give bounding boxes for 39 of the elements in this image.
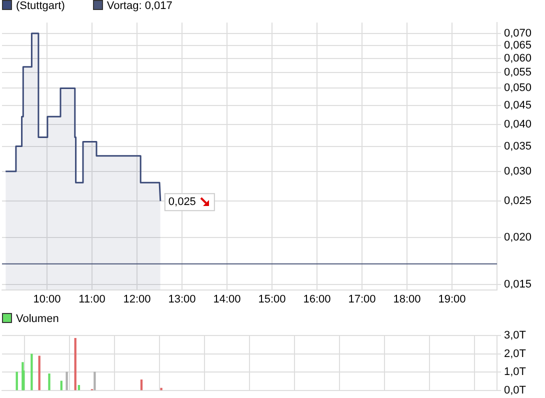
y-tick-label: 0,025 (504, 195, 532, 208)
y-tick-label: 0,060 (504, 52, 532, 65)
x-tick-label: 19:00 (438, 293, 466, 306)
y-tick-label: 0,050 (504, 82, 532, 94)
bar (48, 373, 50, 390)
y-tick-label: 0,045 (504, 99, 532, 112)
y-tick-label: 0,015 (504, 278, 532, 290)
x-tick-label: 11:00 (78, 293, 106, 306)
x-tick-label: 12:00 (123, 293, 151, 306)
bar (16, 372, 18, 390)
y-tick-label: 3,0T (504, 330, 526, 342)
legend-label: Vortag: 0,017 (106, 0, 172, 13)
y-tick-label: 0,030 (504, 165, 532, 178)
y-tick-label: 2,0T (504, 348, 526, 360)
bar (30, 354, 33, 390)
bar (160, 388, 162, 390)
bar (38, 356, 40, 390)
bar (94, 372, 96, 390)
x-tick-label: 17:00 (348, 293, 376, 306)
x-tick-label: 16:00 (303, 293, 331, 306)
y-tick-label: 0,0T (504, 384, 526, 396)
y-tick-label: 1,0T (504, 366, 526, 378)
legend-label: (Stuttgart) (15, 0, 65, 13)
annotation: 0,025 (168, 196, 196, 208)
y-tick-label: 0,040 (504, 118, 532, 131)
y-tick-label: 0,055 (504, 66, 532, 79)
bar (66, 372, 68, 390)
x-tick-label: 15:00 (258, 293, 286, 306)
bar (140, 379, 143, 390)
y-tick-label: 0,065 (504, 40, 532, 52)
x-tick-label: 13:00 (168, 293, 196, 306)
x-tick-label: 10:00 (33, 293, 61, 306)
y-tick-label: 0,035 (504, 140, 532, 152)
x-tick-label: 14:00 (213, 293, 241, 306)
y-tick-label: 0,070 (504, 27, 532, 40)
legend-label: Volumen (15, 313, 59, 326)
bar (74, 338, 76, 390)
x-tick-label: 18:00 (393, 293, 421, 306)
y-tick-label: 0,020 (504, 231, 532, 244)
